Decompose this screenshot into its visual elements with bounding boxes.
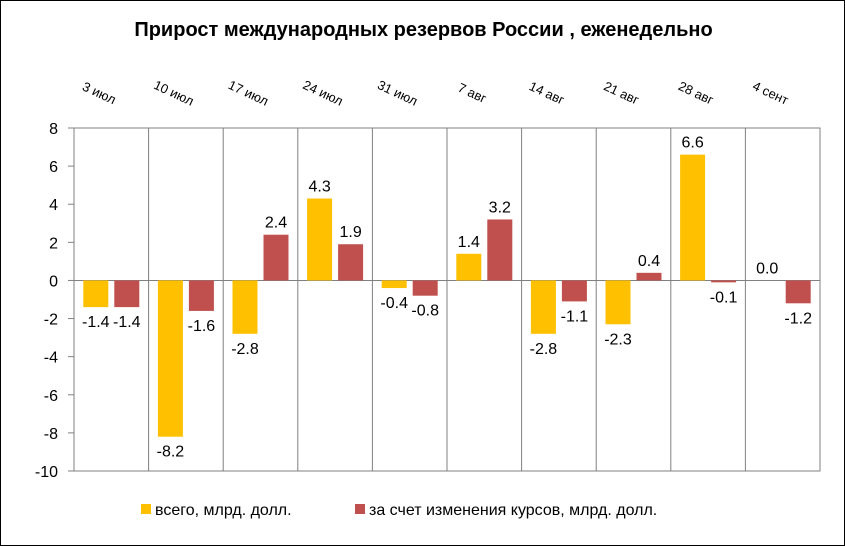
data-label-series-2: -1.2: [784, 310, 812, 327]
data-label-series-2: -0.8: [411, 303, 439, 320]
y-tick-label: -2: [44, 312, 58, 329]
bar-series-1: [680, 154, 706, 281]
data-label-series-1: 0.0: [756, 260, 778, 277]
bar-series-2: [263, 234, 289, 281]
legend-label-1: всего, млрд. долл.: [155, 502, 292, 519]
y-tick-label: -6: [44, 388, 58, 405]
data-label-series-2: -1.1: [561, 308, 589, 325]
category-label: 3 июл: [80, 79, 118, 107]
category-label: 14 авг: [527, 78, 567, 107]
y-tick-label: 2: [49, 235, 58, 252]
data-label-series-1: -2.8: [231, 341, 259, 358]
data-label-series-1: 4.3: [308, 179, 330, 196]
category-label: 4 сент: [750, 78, 791, 108]
bar-series-1: [83, 280, 109, 308]
y-tick-label: -10: [35, 464, 58, 481]
y-tick-label: -8: [44, 426, 58, 443]
data-label-series-1: -2.8: [530, 341, 558, 358]
data-label-series-2: -1.6: [188, 318, 216, 335]
data-label-series-2: 2.4: [265, 215, 287, 232]
y-tick-label: 4: [49, 197, 58, 214]
category-label: 7 авг: [456, 80, 490, 106]
bar-series-1: [307, 198, 333, 281]
category-label: 17 июл: [226, 77, 271, 109]
chart-title: Прирост международных резервов России , …: [134, 19, 713, 41]
category-label: 31 июл: [375, 77, 420, 109]
legend-label-2: за счет изменения курсов, млрд. долл.: [369, 502, 657, 519]
category-label: 24 июл: [301, 77, 346, 109]
data-label-series-2: 1.9: [339, 224, 361, 241]
category-label: 28 авг: [676, 78, 716, 107]
bar-series-1: [232, 280, 258, 334]
bar-series-2: [636, 272, 662, 281]
bar-series-2: [338, 244, 364, 281]
category-label: 21 авг: [601, 78, 641, 107]
data-label-series-1: 6.6: [681, 135, 703, 152]
bar-series-1: [381, 280, 407, 289]
data-label-series-1: -8.2: [157, 444, 185, 461]
data-label-series-1: -0.4: [380, 295, 408, 312]
bar-series-1: [157, 280, 183, 437]
y-tick-label: -4: [44, 350, 58, 367]
category-label: 10 июл: [151, 77, 196, 109]
data-label-series-2: 3.2: [489, 199, 511, 216]
bar-series-2: [188, 280, 214, 311]
bar-series-1: [605, 280, 631, 325]
bar-series-2: [785, 280, 811, 304]
y-tick-label: 0: [49, 273, 58, 290]
data-label-series-2: -0.1: [710, 289, 738, 306]
data-label-series-1: -2.3: [604, 331, 632, 348]
bar-series-2: [114, 280, 140, 308]
y-tick-label: 6: [49, 159, 58, 176]
bar-series-1: [456, 253, 482, 281]
legend-swatch-1: [141, 504, 151, 514]
y-tick-label: 8: [49, 121, 58, 138]
data-label-series-1: -1.4: [82, 314, 110, 331]
bar-series-1: [530, 280, 556, 334]
data-label-series-1: 1.4: [458, 234, 480, 251]
legend-swatch-2: [355, 504, 365, 514]
bar-series-2: [487, 219, 513, 281]
bar-series-2: [711, 280, 737, 283]
bar-series-2: [561, 280, 587, 302]
data-label-series-2: 0.4: [638, 253, 660, 270]
data-label-series-2: -1.4: [113, 314, 141, 331]
bar-series-2: [412, 280, 438, 296]
